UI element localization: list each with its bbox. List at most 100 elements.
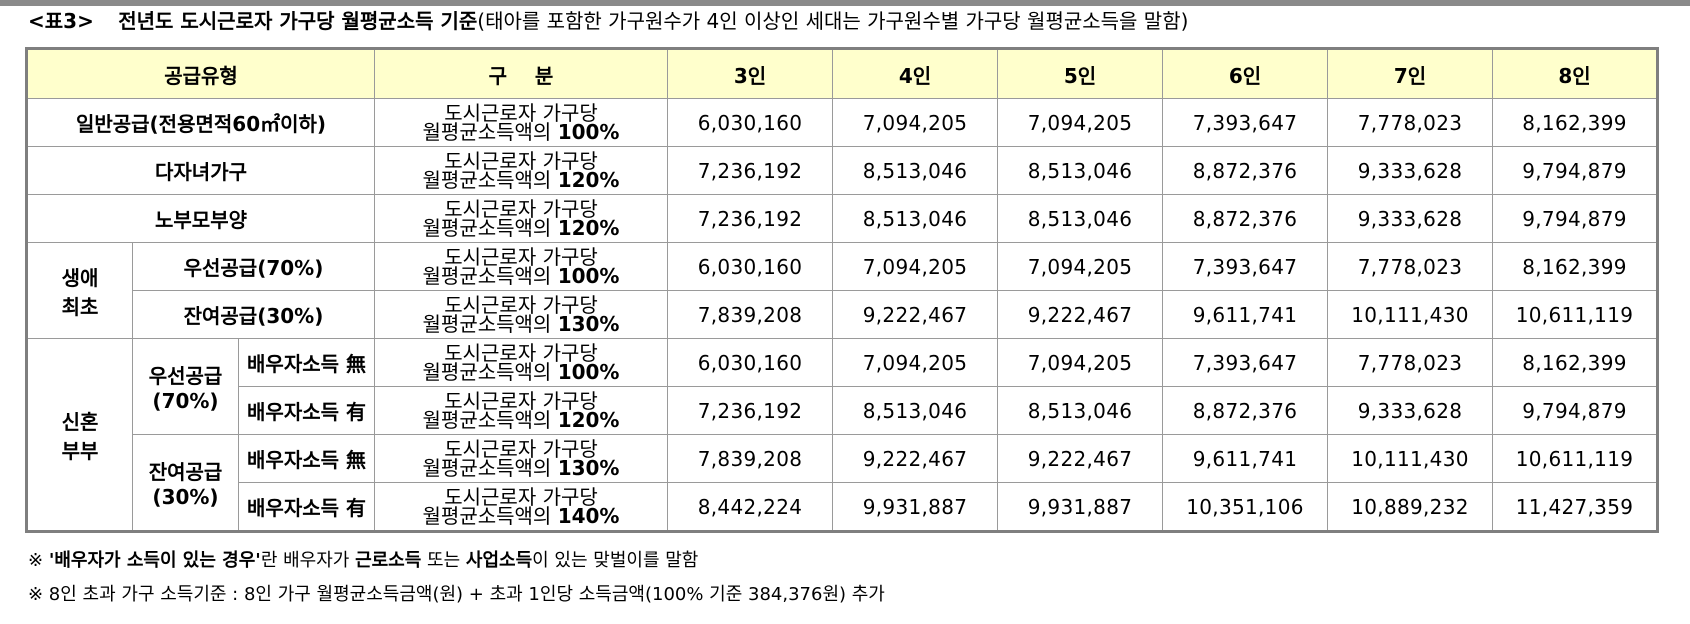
- income-value: 9,333,628: [1327, 146, 1493, 195]
- header-col-8: 8인: [1492, 48, 1658, 99]
- table-row: 배우자소득 有 도시근로자 가구당 월평균소득액의 140% 8,442,224 9,9…: [27, 482, 1658, 532]
- header-col-4: 4인: [832, 48, 998, 99]
- criteria-prefix: 월평균소득액의: [422, 407, 552, 432]
- criteria-cell: 도시근로자 가구당 월평균소득액의 100%: [374, 98, 668, 147]
- row-label: 배우자소득 有: [238, 386, 375, 435]
- footnote-text: 란 배우자가: [260, 550, 356, 571]
- footnote-over-eight: ※ 8인 초과 가구 소득기준 : 8인 가구 월평균소득금액(원) + 초과 …: [28, 584, 885, 605]
- group-newlywed: 신혼 부부: [26, 338, 133, 532]
- income-value: 7,236,192: [667, 194, 833, 243]
- table-row: 생애 최초 우선공급(70%) 도시근로자 가구당 월평균소득액의 100% 6,030…: [26, 242, 1658, 339]
- criteria-prefix: 월평균소득액의: [422, 455, 552, 480]
- criteria-prefix: 월평균소득액의: [422, 119, 552, 144]
- income-value: 8,162,399: [1492, 242, 1658, 291]
- header-col-5: 5인: [997, 48, 1163, 99]
- table-row: 노부모부양 도시근로자 가구당 월평균소득액의 120% 7,236,192 8,513…: [26, 194, 1658, 243]
- income-value: 11,427,359: [1492, 482, 1658, 532]
- income-value: 10,611,119: [1492, 290, 1658, 339]
- table-row: 일반공급(전용면적60㎡이하) 도시근로자 가구당 월평균소득액의 100% 6,03…: [26, 98, 1658, 147]
- income-value: 8,872,376: [1162, 194, 1328, 243]
- footnote-text: 이 있는 맞벌이를 말함: [532, 550, 699, 571]
- criteria-prefix: 월평균소득액의: [422, 215, 552, 240]
- income-value: 7,393,647: [1162, 338, 1328, 387]
- income-value: 10,111,430: [1327, 290, 1493, 339]
- table-row: 다자녀가구 도시근로자 가구당 월평균소득액의 120% 7,236,192 8,513…: [26, 146, 1658, 195]
- income-value: 6,030,160: [667, 338, 833, 387]
- row-label: 배우자소득 無: [238, 338, 375, 387]
- criteria-percent: 130%: [557, 311, 620, 336]
- income-value: 6,030,160: [667, 98, 833, 147]
- income-value: 8,513,046: [832, 194, 998, 243]
- income-value: 9,931,887: [997, 482, 1163, 532]
- criteria-line2: 월평균소득액의 130%: [375, 311, 667, 336]
- criteria-line1: 도시근로자 가구당: [444, 436, 598, 461]
- criteria-cell: 도시근로자 가구당 월평균소득액의 120%: [374, 194, 668, 243]
- footnote-bold-term: 사업소득: [465, 550, 533, 571]
- income-value: 7,236,192: [667, 386, 833, 435]
- row-label: 다자녀가구: [26, 146, 375, 195]
- income-value: 7,094,205: [997, 242, 1163, 291]
- income-value: 7,778,023: [1327, 338, 1493, 387]
- criteria-cell: 도시근로자 가구당 월평균소득액의 140%: [374, 482, 668, 532]
- criteria-percent: 100%: [557, 359, 620, 384]
- income-value: 7,094,205: [832, 242, 998, 291]
- criteria-cell: 도시근로자 가구당 월평균소득액의 120%: [374, 386, 668, 435]
- table-title-main: 전년도 도시근로자 가구당 월평균소득 기준: [118, 9, 478, 33]
- income-value: 8,513,046: [997, 386, 1163, 435]
- footnote-bold-term: 근로소득: [355, 550, 422, 571]
- table-row: 잔여공급 (30%) 배우자소득 無 도시근로자 가구당 월평균소득액의 130% 7,…: [27, 434, 1658, 532]
- income-value: 9,222,467: [997, 434, 1163, 483]
- income-value: 9,931,887: [832, 482, 998, 532]
- income-value: 7,393,647: [1162, 98, 1328, 147]
- table-title: <표3> 전년도 도시근로자 가구당 월평균소득 기준(태아를 포함한 가구원수…: [28, 8, 1188, 34]
- criteria-line1: 도시근로자 가구당: [444, 196, 598, 221]
- criteria-line2: 월평균소득액의 120%: [375, 215, 667, 240]
- income-value: 7,393,647: [1162, 242, 1328, 291]
- table-row: 잔여공급(30%) 도시근로자 가구당 월평균소득액의 130% 7,839,208 9…: [27, 290, 1658, 339]
- top-rule: [0, 0, 1690, 6]
- row-label: 우선공급(70%): [132, 242, 375, 291]
- income-value: 8,513,046: [832, 386, 998, 435]
- income-value: 7,236,192: [667, 146, 833, 195]
- income-value: 7,778,023: [1327, 242, 1493, 291]
- header-col-3: 3인: [667, 48, 833, 99]
- income-value: 9,611,741: [1162, 434, 1328, 483]
- income-value: 10,111,430: [1327, 434, 1493, 483]
- income-value: 8,162,399: [1492, 98, 1658, 147]
- criteria-prefix: 월평균소득액의: [422, 503, 552, 528]
- group-first-life: 생애 최초: [26, 242, 133, 339]
- header-supply-type: 공급유형: [26, 48, 375, 99]
- criteria-cell: 도시근로자 가구당 월평균소득액의 120%: [374, 146, 668, 195]
- criteria-line1: 도시근로자 가구당: [444, 340, 598, 365]
- criteria-percent: 120%: [557, 215, 620, 240]
- income-value: 9,333,628: [1327, 194, 1493, 243]
- income-value: 9,794,879: [1492, 386, 1658, 435]
- criteria-line2: 월평균소득액의 120%: [375, 167, 667, 192]
- criteria-line1: 도시근로자 가구당: [444, 484, 598, 509]
- header-category: 구 분: [374, 48, 668, 99]
- criteria-prefix: 월평균소득액의: [422, 311, 552, 336]
- income-value: 8,872,376: [1162, 386, 1328, 435]
- row-label: 노부모부양: [26, 194, 375, 243]
- footnote-text: 또는: [421, 550, 466, 571]
- table-row: 배우자소득 有 도시근로자 가구당 월평균소득액의 120% 7,236,192 8,5…: [27, 386, 1658, 435]
- criteria-line2: 월평균소득액의 120%: [375, 407, 667, 432]
- criteria-line1: 도시근로자 가구당: [444, 244, 598, 269]
- income-value: 10,351,106: [1162, 482, 1328, 532]
- row-label: 일반공급(전용면적60㎡이하): [26, 98, 375, 147]
- row-label: 배우자소득 無: [238, 434, 375, 483]
- income-value: 9,611,741: [1162, 290, 1328, 339]
- footnote-mark: ※: [28, 550, 44, 571]
- income-value: 8,442,224: [667, 482, 833, 532]
- criteria-cell: 도시근로자 가구당 월평균소득액의 130%: [374, 290, 668, 339]
- criteria-line1: 도시근로자 가구당: [444, 100, 598, 125]
- criteria-line2: 월평균소득액의 100%: [375, 359, 667, 384]
- footnote-bold-term: '배우자가 소득이 있는 경우': [48, 550, 261, 571]
- header-col-7: 7인: [1327, 48, 1493, 99]
- criteria-line1: 도시근로자 가구당: [444, 388, 598, 413]
- criteria-percent: 120%: [557, 407, 620, 432]
- income-value: 9,222,467: [832, 434, 998, 483]
- criteria-prefix: 월평균소득액의: [422, 167, 552, 192]
- income-value: 8,162,399: [1492, 338, 1658, 387]
- criteria-percent: 140%: [557, 503, 620, 528]
